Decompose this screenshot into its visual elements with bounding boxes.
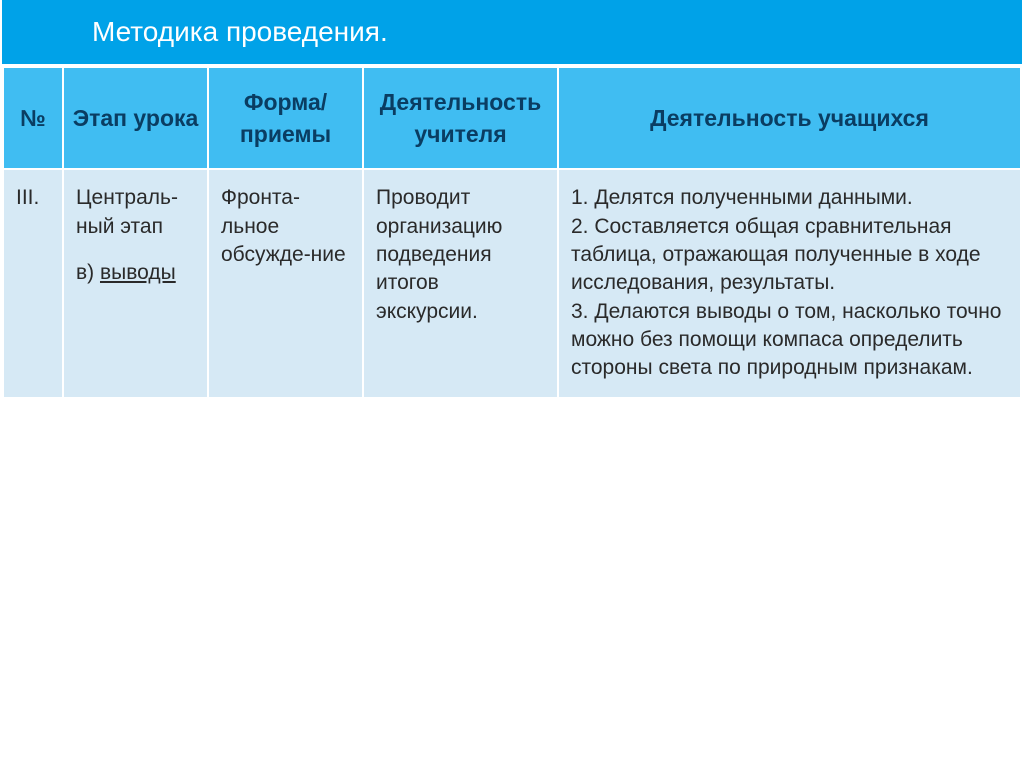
col-header-teacher: Деятельность учителя: [363, 67, 558, 169]
table-wrapper: № Этап урока Форма/ приемы Деятельность …: [0, 66, 1024, 401]
stage-part2-prefix: в): [76, 261, 100, 284]
table-header-row: № Этап урока Форма/ приемы Деятельность …: [3, 67, 1021, 169]
methodology-table: № Этап урока Форма/ приемы Деятельность …: [2, 66, 1022, 399]
cell-stage: Централь-ный этап в) выводы: [63, 169, 208, 397]
slide-container: Методика проведения. № Этап урока Форма/…: [0, 0, 1024, 768]
col-header-stage: Этап урока: [63, 67, 208, 169]
slide-title: Методика проведения.: [0, 0, 1024, 66]
cell-number: III.: [3, 169, 63, 397]
cell-students: 1. Делятся полученными данными. 2. Соста…: [558, 169, 1021, 397]
col-header-forms: Форма/ приемы: [208, 67, 363, 169]
col-header-students: Деятельность учащихся: [558, 67, 1021, 169]
table-row: III. Централь-ный этап в) выводы Фронта-…: [3, 169, 1021, 397]
cell-forms: Фронта-льное обсужде-ние: [208, 169, 363, 397]
stage-part2-underlined: выводы: [100, 261, 176, 284]
cell-teacher: Проводит организацию подведения итогов э…: [363, 169, 558, 397]
stage-part1: Централь-ный этап: [76, 186, 178, 237]
col-header-number: №: [3, 67, 63, 169]
stage-part2: в) выводы: [76, 259, 195, 287]
